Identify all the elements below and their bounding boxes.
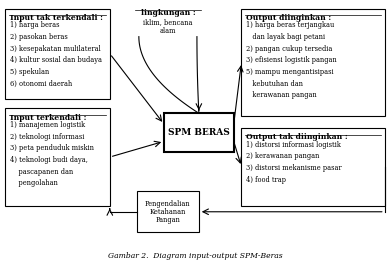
FancyBboxPatch shape [241,9,385,116]
Text: 2) pasokan beras: 2) pasokan beras [10,33,67,41]
Text: 3) kesepakatan mulilateral: 3) kesepakatan mulilateral [10,45,101,53]
Text: alam: alam [160,27,176,35]
Text: SPM BERAS: SPM BERAS [168,128,230,137]
Text: 4) food trap: 4) food trap [246,176,286,184]
Text: 2) kerawanan pangan: 2) kerawanan pangan [246,152,319,160]
Text: Ketahanan: Ketahanan [150,208,186,216]
Text: kerawanan pangan: kerawanan pangan [246,91,317,99]
Text: 3) efisiensi logistik pangan: 3) efisiensi logistik pangan [246,56,337,64]
Text: 1) manajemen logistik: 1) manajemen logistik [10,121,85,129]
Text: Output tak diinginkan :: Output tak diinginkan : [246,133,348,141]
Text: 1) distorsi informasi logistik: 1) distorsi informasi logistik [246,140,341,148]
Text: 3) peta penduduk miskin: 3) peta penduduk miskin [10,144,94,152]
Text: 4) teknologi budi daya,: 4) teknologi budi daya, [10,156,88,164]
Text: 1) harga beras terjangkau: 1) harga beras terjangkau [246,21,334,29]
Text: dan layak bagi petani: dan layak bagi petani [246,33,325,41]
Text: Pangan: Pangan [156,216,180,224]
Text: 6) otonomi daerah: 6) otonomi daerah [10,80,72,88]
Text: 5) spekulan: 5) spekulan [10,68,49,76]
Text: 2) teknologi informasi: 2) teknologi informasi [10,133,84,141]
FancyBboxPatch shape [5,108,110,206]
Text: 2) pangan cukup tersedia: 2) pangan cukup tersedia [246,45,333,53]
FancyBboxPatch shape [5,9,110,99]
Text: 3) distorsi mekanisme pasar: 3) distorsi mekanisme pasar [246,164,342,172]
Text: Pengendalian: Pengendalian [145,200,191,208]
Text: lingkungan :: lingkungan : [140,9,195,17]
Text: 4) kultur sosial dan budaya: 4) kultur sosial dan budaya [10,56,102,64]
FancyBboxPatch shape [137,191,199,232]
Text: 1) harga beras: 1) harga beras [10,21,59,29]
Text: 5) mampu mengantisipasi: 5) mampu mengantisipasi [246,68,334,76]
Text: Input terkendali :: Input terkendali : [10,114,87,122]
Text: iklim, bencana: iklim, bencana [143,18,193,27]
Text: Gambar 2.  Diagram input-output SPM-Beras: Gambar 2. Diagram input-output SPM-Beras [108,252,282,260]
Text: Output diinginkan :: Output diinginkan : [246,14,332,22]
Text: pengolahan: pengolahan [10,179,58,187]
Text: pascapanen dan: pascapanen dan [10,168,73,176]
FancyBboxPatch shape [241,128,385,206]
FancyBboxPatch shape [164,113,234,152]
Text: kebutuhan dan: kebutuhan dan [246,80,303,88]
Text: Input tak terkendali :: Input tak terkendali : [10,14,103,22]
